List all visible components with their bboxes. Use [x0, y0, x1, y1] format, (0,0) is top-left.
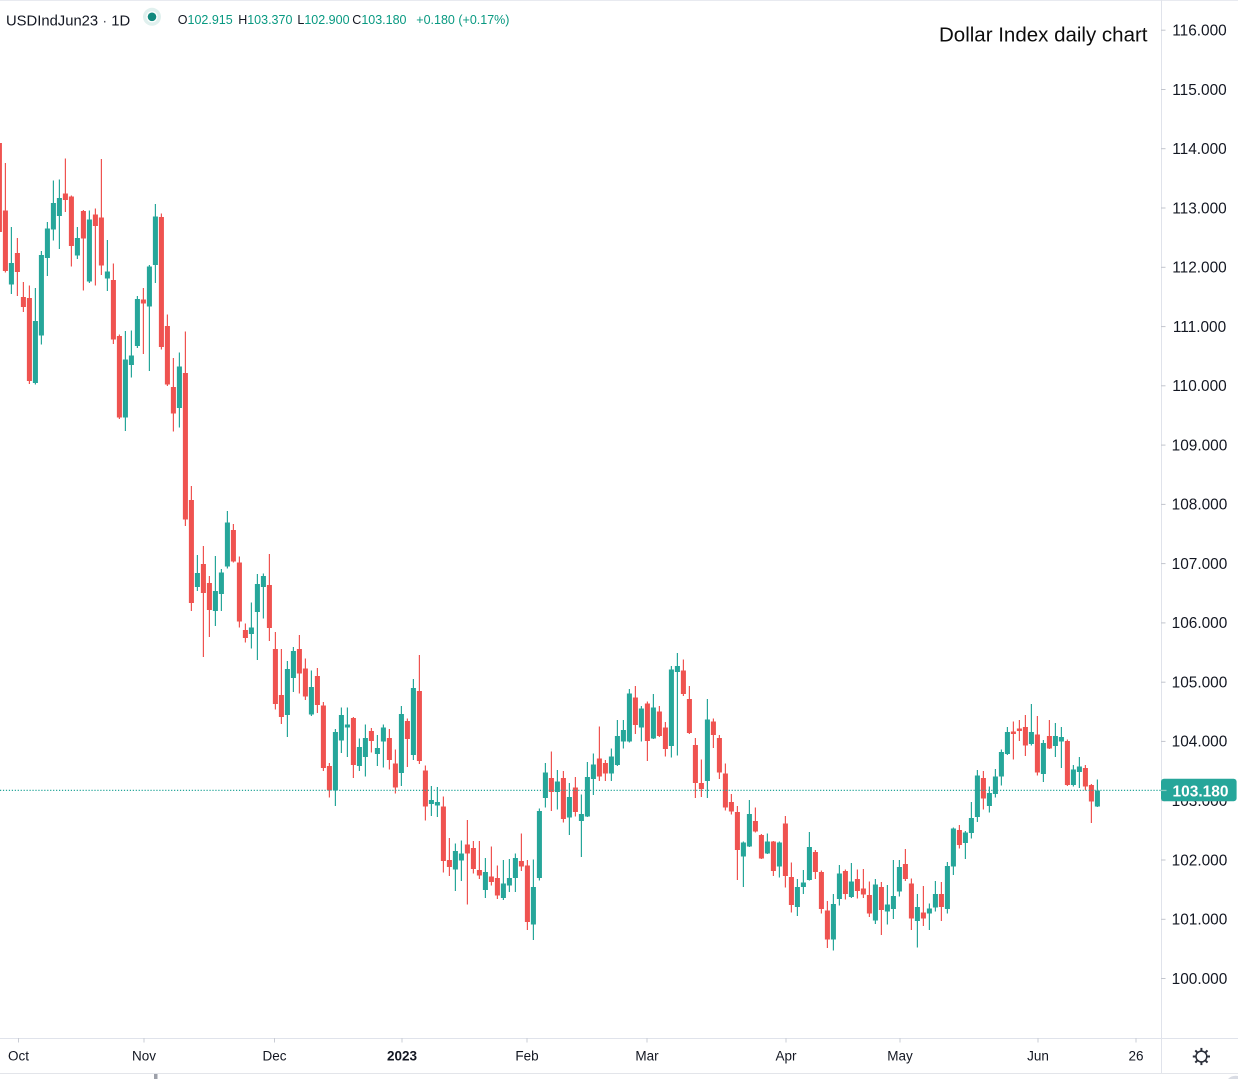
svg-text:101.000: 101.000	[1172, 912, 1228, 929]
svg-text:110.000: 110.000	[1172, 378, 1227, 395]
svg-text:2023: 2023	[387, 1049, 418, 1064]
svg-text:Dollar Index daily chart: Dollar Index daily chart	[939, 24, 1148, 47]
svg-text:104.000: 104.000	[1172, 734, 1228, 751]
svg-text:102.000: 102.000	[1172, 852, 1228, 869]
svg-text:Dec: Dec	[262, 1049, 286, 1064]
svg-text:+0.180 (+0.17%): +0.180 (+0.17%)	[416, 13, 509, 27]
svg-text:L102.900: L102.900	[297, 13, 349, 27]
svg-text:Mar: Mar	[635, 1049, 659, 1064]
svg-text:May: May	[887, 1049, 913, 1064]
svg-text:112.000: 112.000	[1172, 260, 1227, 277]
svg-text:USDIndJun23 · 1D: USDIndJun23 · 1D	[6, 14, 130, 30]
svg-text:O102.915: O102.915	[178, 13, 233, 27]
svg-text:108.000: 108.000	[1172, 497, 1228, 514]
svg-text:C103.180: C103.180	[352, 13, 406, 27]
svg-text:100.000: 100.000	[1172, 971, 1228, 988]
svg-text:114.000: 114.000	[1172, 141, 1227, 158]
svg-text:116.000: 116.000	[1172, 23, 1227, 40]
svg-text:H103.370: H103.370	[238, 13, 292, 27]
svg-text:115.000: 115.000	[1172, 82, 1227, 99]
svg-text:103.180: 103.180	[1172, 783, 1228, 800]
svg-text:Nov: Nov	[132, 1049, 156, 1064]
svg-text:106.000: 106.000	[1172, 615, 1228, 632]
svg-text:107.000: 107.000	[1172, 556, 1228, 573]
svg-text:Feb: Feb	[515, 1049, 538, 1064]
svg-text:109.000: 109.000	[1172, 437, 1228, 454]
svg-text:111.000: 111.000	[1173, 319, 1226, 336]
svg-text:105.000: 105.000	[1172, 675, 1228, 692]
svg-text:26: 26	[1128, 1049, 1143, 1064]
svg-text:Apr: Apr	[775, 1049, 797, 1064]
svg-text:Jun: Jun	[1027, 1049, 1049, 1064]
svg-text:113.000: 113.000	[1172, 200, 1227, 217]
svg-text:Oct: Oct	[8, 1049, 29, 1064]
